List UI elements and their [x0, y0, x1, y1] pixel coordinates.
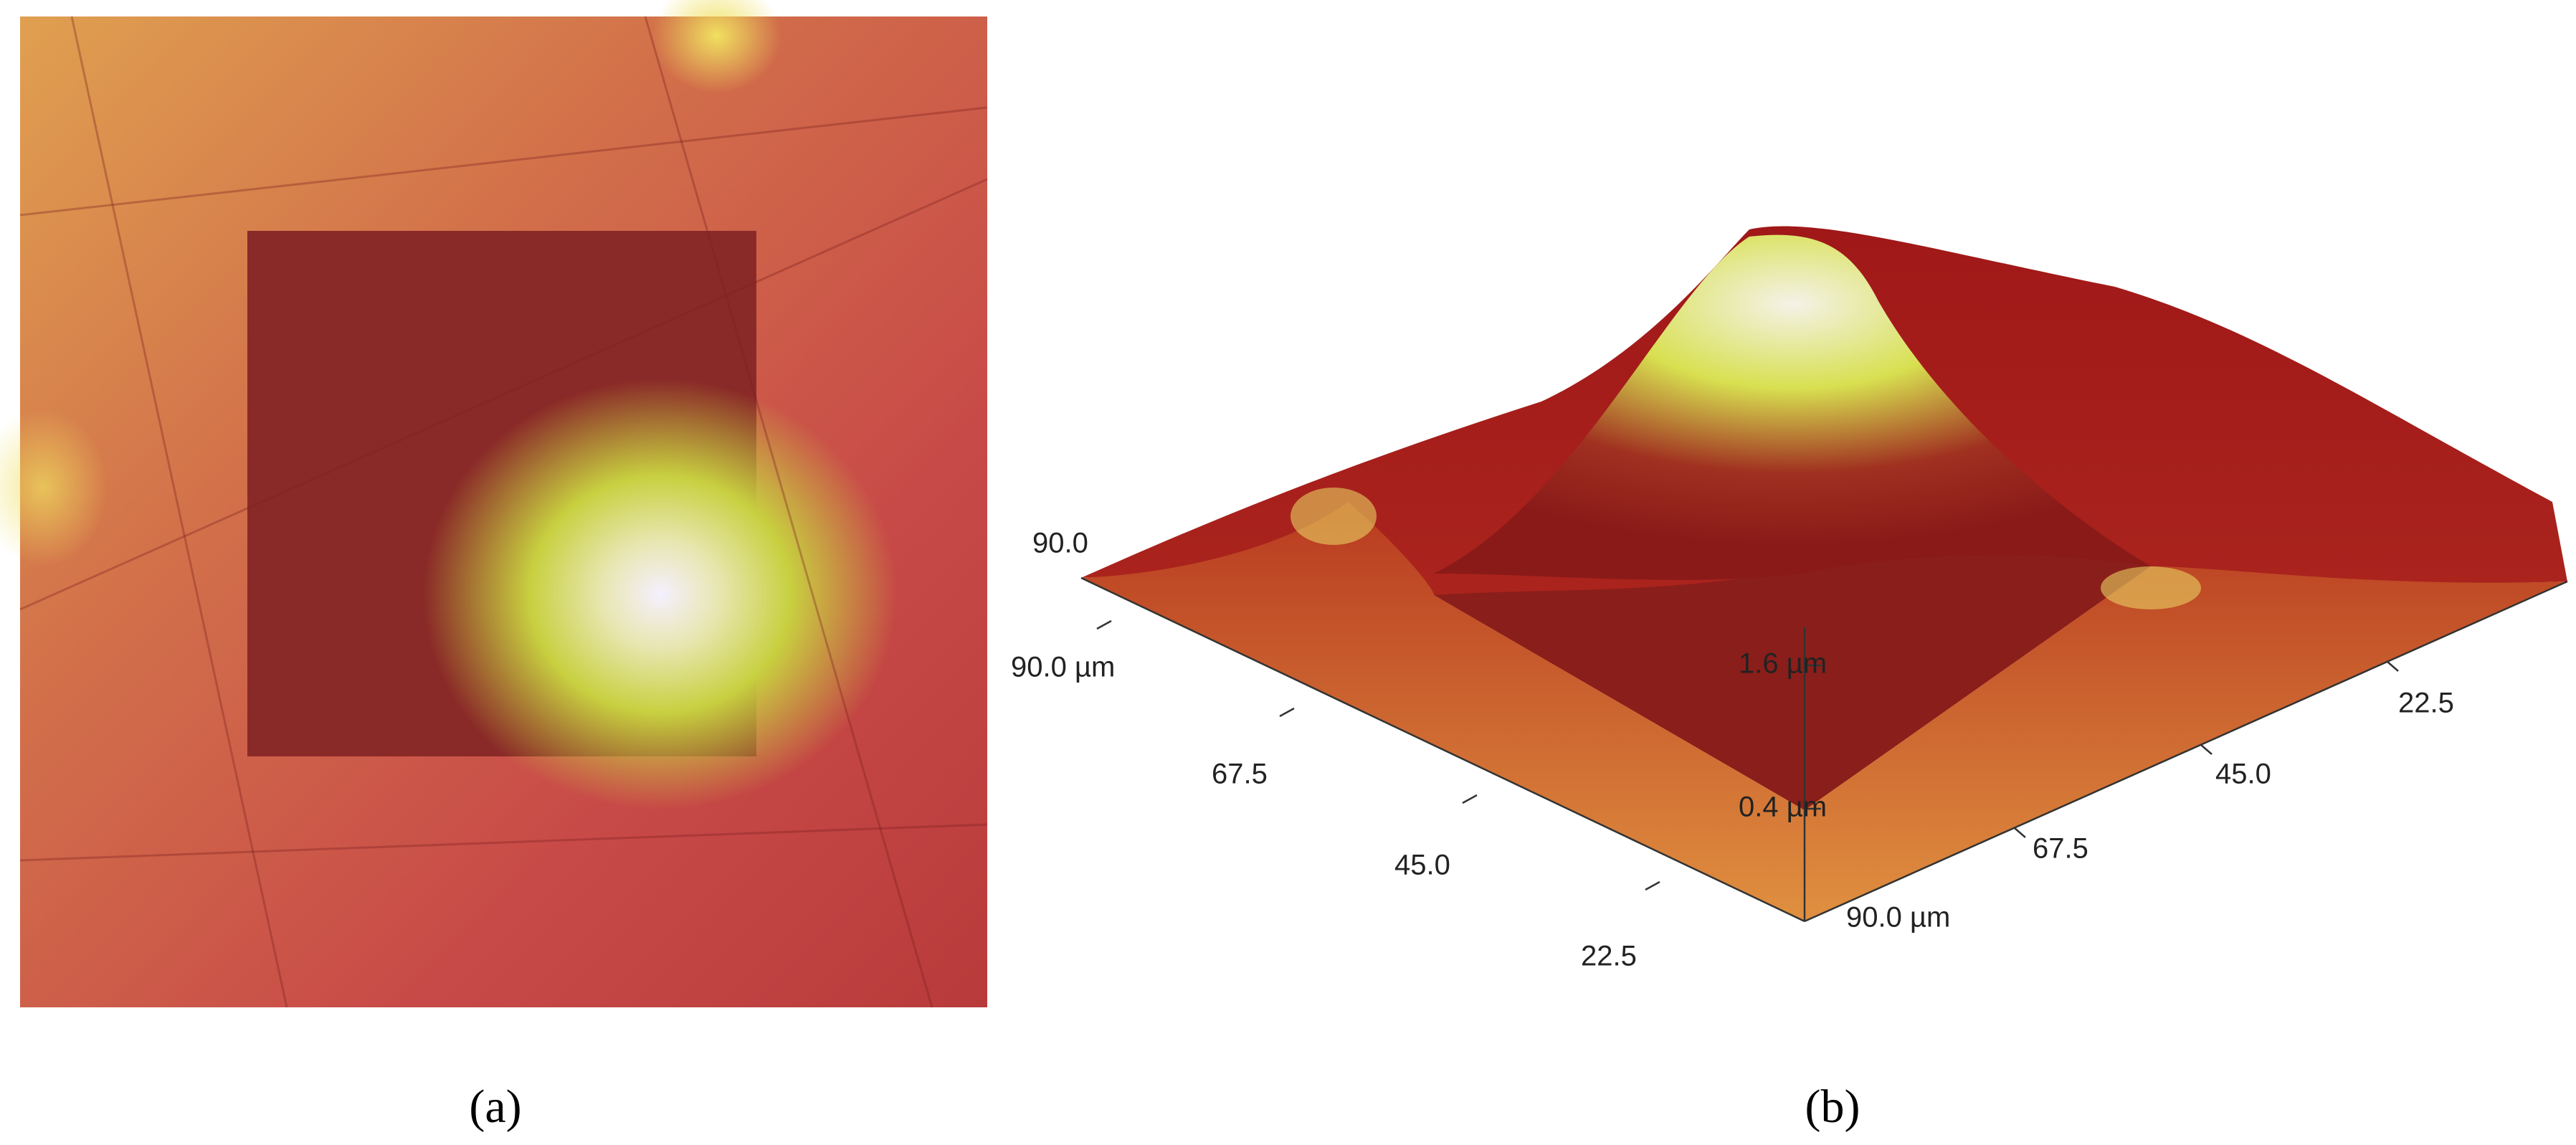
axes [1080, 576, 2568, 923]
axis-label: 45.0 [2215, 759, 2271, 790]
axis-label: 90.0 µm [1846, 902, 1950, 933]
axis-label: 22.5 [2398, 688, 2454, 719]
axis-label: 67.5 [1212, 759, 1268, 790]
axis-label: 0.4 µm [1739, 792, 1827, 823]
panel-label: (a) [469, 1080, 521, 1133]
axis-label: 67.5 [2033, 833, 2088, 865]
surface-plot [1081, 226, 2567, 921]
panel-label: (b) [1805, 1080, 1860, 1133]
axis-label: 22.5 [1581, 941, 1637, 972]
axis-label: 90.0 µm [1011, 652, 1115, 683]
axis-label: 1.6 µm [1739, 648, 1827, 680]
micrograph [0, 0, 988, 1008]
corner-label: 90.0 [1032, 528, 1088, 559]
axis-label: 45.0 [1394, 850, 1450, 881]
